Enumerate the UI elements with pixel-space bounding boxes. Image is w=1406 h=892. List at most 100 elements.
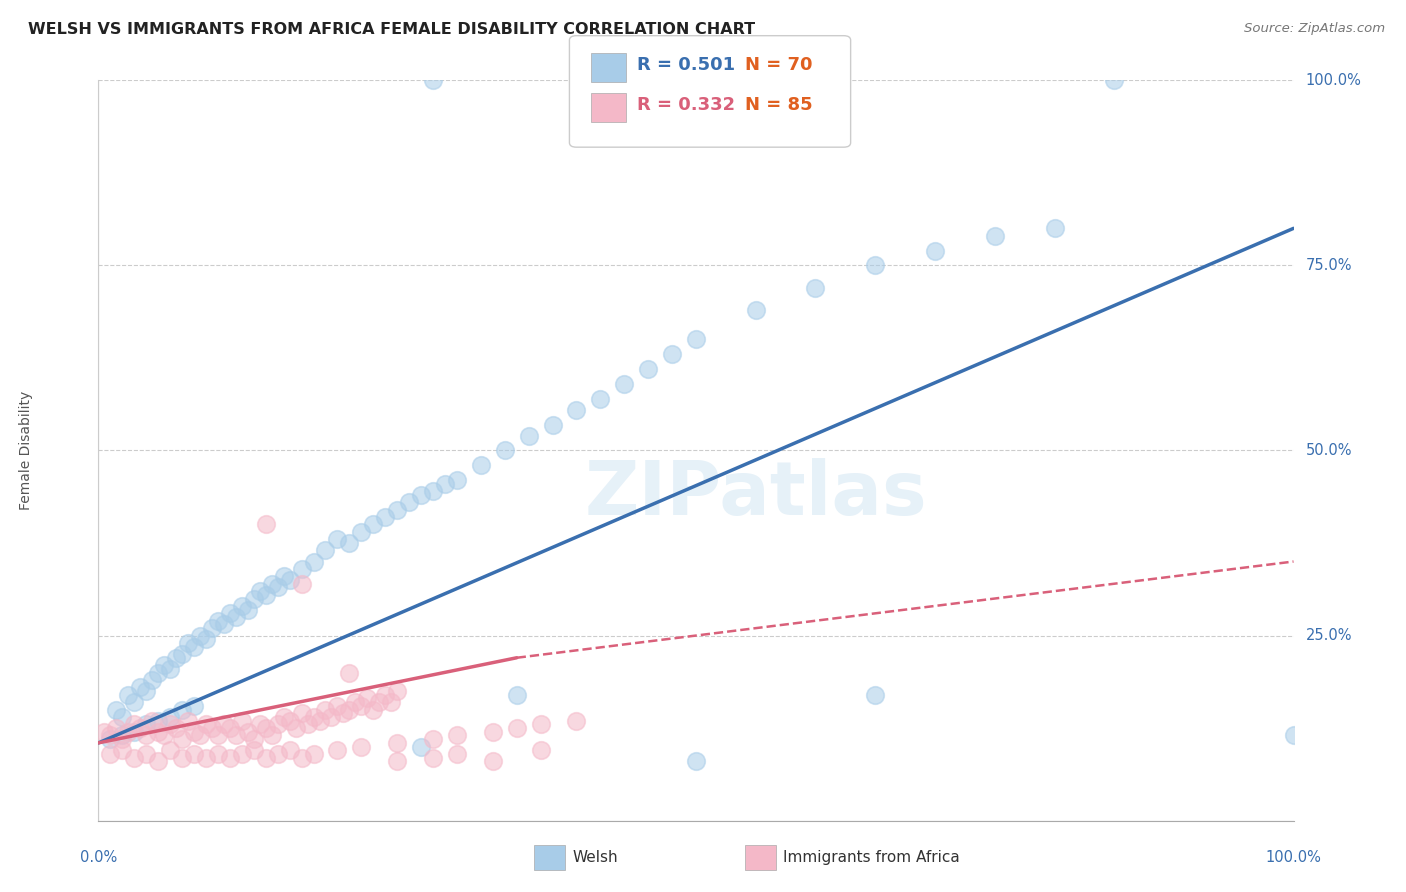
Point	[124, 724, 146, 739]
Text: Source: ZipAtlas.com: Source: ZipAtlas.com	[1244, 22, 1385, 36]
Point	[350, 698, 373, 713]
Point	[290, 706, 312, 721]
Point	[111, 743, 134, 757]
Text: 75.0%: 75.0%	[1305, 258, 1353, 273]
Point	[481, 755, 505, 769]
Point	[159, 743, 181, 757]
Point	[98, 732, 122, 747]
Point	[117, 688, 139, 702]
Point	[254, 588, 277, 602]
Point	[290, 576, 312, 591]
Point	[685, 333, 707, 347]
Point	[337, 665, 360, 680]
Point	[165, 650, 187, 665]
Point	[129, 721, 152, 735]
Point	[422, 750, 444, 764]
Point	[159, 717, 181, 731]
Point	[337, 536, 360, 550]
Point	[315, 703, 337, 717]
Point	[183, 698, 205, 713]
Point	[433, 476, 456, 491]
Point	[411, 739, 433, 754]
Point	[194, 632, 217, 647]
Point	[529, 717, 551, 731]
Point	[117, 724, 139, 739]
Point	[172, 703, 194, 717]
Text: 0.0%: 0.0%	[80, 850, 117, 865]
Point	[212, 617, 235, 632]
Point	[446, 747, 468, 761]
Text: 50.0%: 50.0%	[1305, 443, 1353, 458]
Point	[242, 591, 264, 606]
Point	[225, 610, 247, 624]
Point	[284, 721, 307, 735]
Point	[207, 747, 229, 761]
Point	[613, 376, 636, 391]
Point	[541, 417, 564, 432]
Point	[273, 710, 295, 724]
Text: Welsh: Welsh	[572, 850, 617, 864]
Point	[308, 714, 330, 728]
Point	[374, 510, 396, 524]
Point	[159, 662, 181, 676]
Point	[804, 280, 827, 294]
Point	[231, 714, 253, 728]
Point	[153, 729, 176, 743]
Point	[470, 458, 492, 473]
Point	[111, 729, 134, 743]
Point	[398, 495, 420, 509]
Point	[332, 706, 354, 721]
Point	[98, 747, 122, 761]
Point	[141, 673, 163, 687]
Point	[219, 750, 242, 764]
Point	[254, 517, 277, 532]
Point	[165, 721, 187, 735]
Point	[207, 729, 229, 743]
Point	[172, 732, 194, 747]
Point	[685, 755, 707, 769]
Point	[172, 750, 194, 764]
Text: 25.0%: 25.0%	[1305, 628, 1353, 643]
Point	[422, 73, 444, 87]
Point	[350, 524, 373, 539]
Point	[249, 584, 271, 599]
Text: Immigrants from Africa: Immigrants from Africa	[783, 850, 960, 864]
Point	[183, 724, 205, 739]
Point	[278, 714, 301, 728]
Point	[297, 717, 319, 731]
Point	[188, 628, 211, 642]
Point	[863, 688, 886, 702]
Point	[637, 362, 659, 376]
Point	[267, 747, 290, 761]
Point	[565, 402, 588, 417]
Point	[148, 724, 170, 739]
Point	[350, 739, 373, 754]
Text: WELSH VS IMMIGRANTS FROM AFRICA FEMALE DISABILITY CORRELATION CHART: WELSH VS IMMIGRANTS FROM AFRICA FEMALE D…	[28, 22, 755, 37]
Point	[177, 636, 200, 650]
Point	[648, 73, 672, 87]
Point	[111, 732, 134, 747]
Point	[745, 302, 768, 317]
Point	[236, 724, 259, 739]
Point	[153, 658, 176, 673]
Point	[506, 721, 529, 735]
Point	[385, 736, 409, 750]
Point	[183, 747, 205, 761]
Point	[278, 743, 301, 757]
Point	[159, 710, 181, 724]
Point	[422, 484, 444, 499]
Point	[494, 443, 516, 458]
Point	[422, 732, 444, 747]
Text: N = 85: N = 85	[745, 96, 813, 114]
Point	[124, 717, 146, 731]
Point	[661, 347, 683, 361]
Point	[290, 562, 312, 576]
Point	[273, 569, 295, 583]
Point	[188, 729, 211, 743]
Point	[124, 695, 146, 709]
Point	[302, 747, 325, 761]
Point	[267, 717, 290, 731]
Point	[356, 691, 378, 706]
Point	[135, 747, 157, 761]
Point	[863, 259, 886, 273]
